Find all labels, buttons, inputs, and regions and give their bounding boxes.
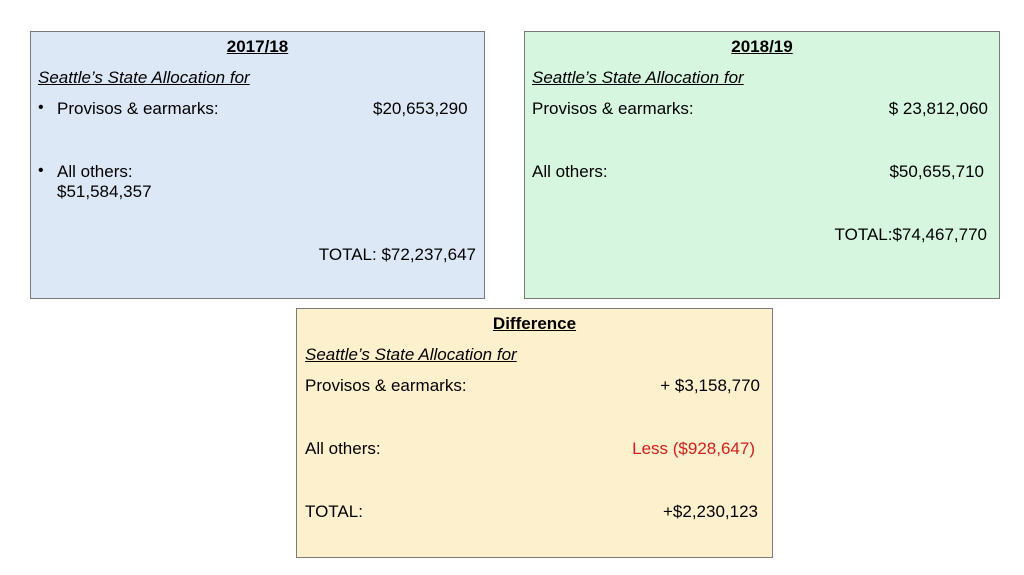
total-value: TOTAL:$74,467,770 — [834, 225, 987, 244]
box-subtitle: Seattle’s State Allocation for — [38, 68, 250, 87]
box-title: 2018/19 — [731, 37, 793, 56]
others-value: $50,655,710 — [889, 162, 984, 181]
others-label: All others: — [532, 162, 608, 181]
provisos-label: Provisos & earmarks: — [532, 99, 694, 118]
others-value-negative: Less ($928,647) — [632, 439, 755, 458]
provisos-value: + $3,158,770 — [660, 376, 760, 395]
total-value: +$2,230,123 — [662, 502, 758, 521]
box-2017-18: 2017/18 Seattle’s State Allocation for •… — [30, 31, 485, 299]
provisos-label: Provisos & earmarks: — [57, 99, 219, 118]
box-difference: Difference Seattle’s State Allocation fo… — [296, 308, 773, 558]
others-label: All others: — [57, 162, 133, 181]
box-2018-19: 2018/19 Seattle’s State Allocation for P… — [524, 31, 1000, 299]
total-label: TOTAL: — [305, 502, 363, 521]
others-label: All others: — [305, 439, 381, 458]
provisos-value: $ 23,812,060 — [888, 99, 988, 118]
box-subtitle: Seattle’s State Allocation for — [305, 345, 517, 364]
bullet-icon: • — [38, 162, 44, 179]
box-title: Difference — [492, 314, 577, 333]
box-subtitle: Seattle’s State Allocation for — [532, 68, 744, 87]
provisos-value: $20,653,290 — [373, 99, 468, 118]
others-value: $51,584,357 — [57, 182, 152, 201]
bullet-icon: • — [38, 99, 44, 116]
total-value: TOTAL: $72,237,647 — [318, 245, 476, 264]
provisos-label: Provisos & earmarks: — [305, 376, 467, 395]
box-title: 2017/18 — [226, 37, 289, 56]
